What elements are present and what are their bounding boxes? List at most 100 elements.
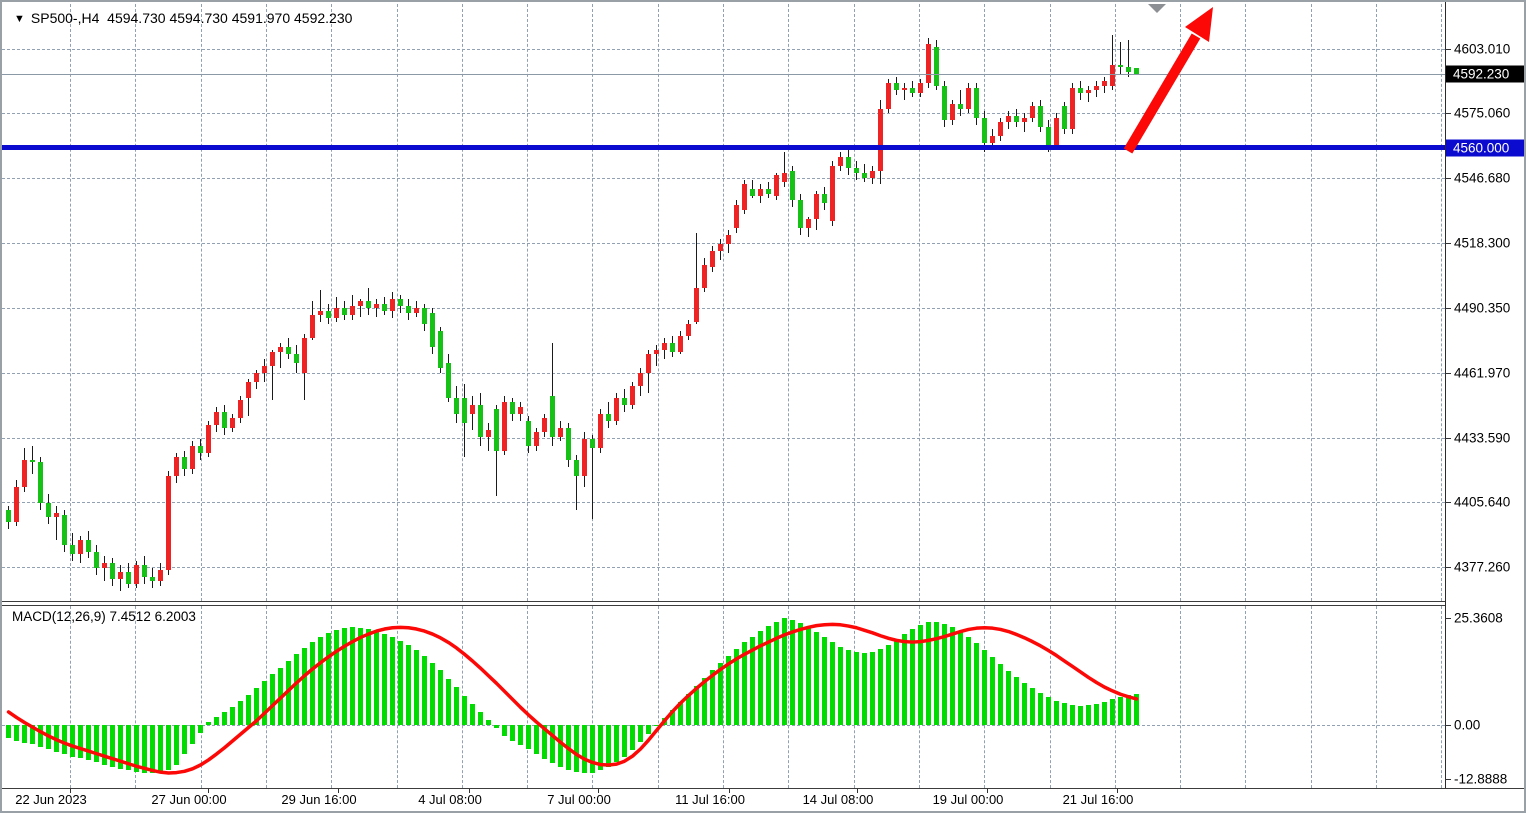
vertical-gridline: [1180, 4, 1182, 601]
macd-histogram-bar: [198, 725, 203, 734]
time-axis-border: [2, 788, 1524, 789]
vertical-gridline: [1376, 4, 1377, 601]
macd-histogram-bar: [774, 621, 779, 725]
macd-histogram-bar: [870, 651, 875, 725]
macd-histogram-bar: [254, 687, 259, 725]
vertical-gridline: [1245, 606, 1247, 788]
candle-wick: [784, 152, 785, 187]
candle-bearish: [1062, 106, 1067, 130]
macd-histogram-bar: [294, 654, 299, 725]
macd-histogram-bar: [446, 678, 451, 725]
candle-bearish: [590, 439, 595, 449]
candle-wick: [488, 423, 489, 451]
macd-histogram-bar: [1046, 697, 1051, 725]
candle-bullish: [486, 429, 491, 437]
candle-bullish: [886, 83, 891, 109]
candle-bearish: [1134, 68, 1139, 74]
macd-histogram-bar: [622, 725, 627, 757]
macd-histogram-bar: [246, 694, 251, 725]
vertical-gridline: [265, 4, 267, 601]
candle-bullish: [1006, 115, 1011, 123]
price-axis-label: 4461.970: [1454, 365, 1511, 381]
macd-histogram-bar: [766, 626, 771, 725]
vertical-gridline: [527, 606, 529, 788]
candle-bullish: [726, 234, 731, 245]
macd-histogram-bar: [638, 725, 643, 743]
macd-histogram-bar: [798, 623, 803, 725]
candle-bullish: [166, 475, 171, 570]
vertical-gridline: [723, 606, 724, 788]
candle-bearish: [222, 411, 227, 428]
vertical-gridline: [1180, 606, 1182, 788]
candle-bearish: [70, 544, 75, 554]
candle-wick: [320, 289, 321, 323]
macd-histogram-bar: [830, 642, 835, 725]
candle-bearish: [846, 156, 851, 169]
macd-histogram-bar: [702, 677, 707, 725]
macd-histogram-bar: [894, 639, 899, 725]
macd-histogram-bar: [478, 712, 483, 725]
candle-bullish: [686, 324, 691, 336]
macd-axis-tick: [1445, 618, 1451, 620]
candle-wick: [1120, 42, 1121, 75]
candle-bullish: [838, 156, 843, 167]
price-tick: [1445, 178, 1451, 180]
macd-axis-tick: [1445, 725, 1451, 726]
macd-axis-label: -12.8888: [1454, 771, 1508, 787]
time-axis[interactable]: [2, 788, 1524, 811]
macd-histogram-bar: [286, 661, 291, 725]
vertical-gridline: [70, 4, 71, 601]
candle-bearish: [150, 576, 155, 582]
candle-bearish: [30, 459, 35, 463]
macd-histogram-bar: [142, 725, 147, 773]
candle-bullish: [54, 512, 59, 518]
vertical-gridline: [461, 4, 463, 601]
macd-histogram-bar: [902, 634, 907, 725]
candle-bullish: [350, 306, 355, 316]
candle-bearish: [750, 189, 755, 196]
candle-bearish: [798, 200, 803, 229]
time-axis-tick: [208, 789, 209, 793]
candle-bearish: [38, 462, 43, 504]
candle-bearish: [862, 172, 867, 178]
horizontal-gridline: [2, 49, 1445, 51]
vertical-gridline: [788, 4, 790, 601]
vertical-gridline: [200, 606, 202, 788]
macd-histogram-bar: [806, 627, 811, 725]
macd-histogram-bar: [646, 725, 651, 735]
candle-bearish: [182, 457, 187, 469]
macd-histogram-bar: [278, 667, 283, 725]
pane-splitter[interactable]: [2, 601, 1445, 606]
macd-histogram-bar: [86, 725, 91, 761]
candle-wick: [280, 342, 281, 368]
macd-histogram-bar: [62, 725, 67, 755]
candle-bearish: [366, 301, 371, 309]
time-axis-tick: [469, 789, 470, 793]
price-tick: [1445, 567, 1451, 569]
symbol-dropdown-icon[interactable]: ▼: [14, 13, 25, 25]
candle-bullish: [158, 569, 163, 582]
candle-bearish: [438, 331, 443, 368]
candle-bullish: [334, 308, 339, 318]
candle-bullish: [390, 299, 395, 311]
candle-bullish: [630, 386, 635, 405]
macd-histogram-bar: [614, 725, 619, 763]
price-tick: [1445, 372, 1451, 374]
macd-histogram-bar: [470, 703, 475, 725]
price-axis-label: 4433.590: [1454, 430, 1511, 446]
time-axis-label: 11 Jul 16:00: [675, 792, 745, 807]
vertical-gridline: [657, 4, 659, 601]
macd-histogram-bar: [998, 664, 1003, 725]
macd-histogram-bar: [1094, 703, 1099, 725]
price-axis-label: 4405.640: [1454, 494, 1511, 510]
macd-histogram-bar: [526, 725, 531, 750]
support-line[interactable]: [2, 145, 1445, 151]
candle-bearish: [478, 404, 483, 437]
candle-bearish: [286, 347, 291, 355]
candle-bullish: [806, 218, 811, 228]
macd-histogram-bar: [654, 725, 659, 727]
macd-histogram-bar: [558, 725, 563, 767]
macd-histogram-bar: [694, 685, 699, 725]
vertical-gridline: [853, 4, 855, 601]
candle-bullish: [814, 193, 819, 219]
